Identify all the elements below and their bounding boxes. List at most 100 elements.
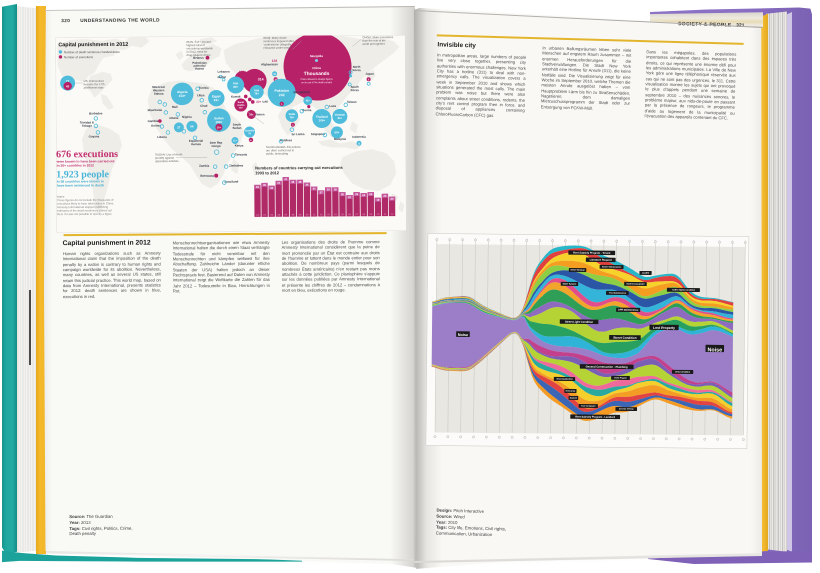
svg-text:Morocco/: Morocco/ xyxy=(152,85,165,89)
svg-text:Taxi Complaint: Taxi Complaint xyxy=(581,404,596,407)
svg-text:25: 25 xyxy=(355,192,359,196)
svg-text:11: 11 xyxy=(384,214,387,216)
svg-text:in 20+ countries in 2012: in 20+ countries in 2012 xyxy=(57,163,94,167)
svg-text:executions worldwide: executions worldwide xyxy=(186,46,213,50)
svg-text:30: 30 xyxy=(273,74,276,76)
svg-text:Guyana: Guyana xyxy=(89,134,100,138)
svg-text:India: India xyxy=(289,112,296,116)
svg-text:94: 94 xyxy=(263,215,266,217)
svg-text:became the 17th: became the 17th xyxy=(84,82,105,86)
svg-text:Zimbabwe: Zimbabwe xyxy=(229,163,244,167)
svg-text:Capital punishment in 2012: Capital punishment in 2012 xyxy=(58,42,128,48)
svg-text:Singapore: Singapore xyxy=(311,132,326,136)
svg-text:Noise: Noise xyxy=(707,347,722,353)
svg-text:134: 134 xyxy=(272,59,278,63)
svg-text:Sri Lanka: Sri Lanka xyxy=(291,132,304,136)
svg-text:41: 41 xyxy=(284,177,288,181)
svg-text:23: 23 xyxy=(383,194,387,198)
svg-text:199+: 199+ xyxy=(215,120,222,124)
svg-text:07: 07 xyxy=(355,214,358,216)
svg-text:02: 02 xyxy=(320,214,323,216)
svg-text:19: 19 xyxy=(376,198,380,202)
svg-text:Water System: Water System xyxy=(563,283,577,286)
svg-text:Rent Subsidy Program - Tenant: Rent Subsidy Program - Tenant xyxy=(573,252,610,255)
svg-text:Amnesty International stopped: Amnesty International stopped publishing xyxy=(57,205,109,209)
svg-text:Botswana: Botswana xyxy=(200,174,214,178)
svg-text:35: 35 xyxy=(263,183,267,187)
svg-text:Dirty Condition: Dirty Condition xyxy=(675,370,691,373)
svg-text:06: 06 xyxy=(348,214,351,216)
svg-text:SUDAN: Use of death: SUDAN: Use of death xyxy=(155,152,183,156)
svg-text:Guinea: Guinea xyxy=(151,124,161,128)
svg-text:Iraq: Iraq xyxy=(254,88,259,92)
svg-text:22: 22 xyxy=(348,195,352,199)
svg-text:20: 20 xyxy=(391,197,395,201)
svg-text:drug-related crimes: drug-related crimes xyxy=(186,53,211,57)
svg-text:Equatorial: Equatorial xyxy=(189,139,203,143)
svg-text:executions likely to have take: executions likely to have taken place in… xyxy=(57,201,114,205)
svg-text:91+: 91+ xyxy=(214,98,219,102)
svg-text:on its use of the death penalt: on its use of the death penalty xyxy=(301,81,333,84)
svg-text:Sewer Maintenance: Sewer Maintenance xyxy=(602,265,622,268)
svg-text:76: 76 xyxy=(248,132,251,135)
svg-text:24: 24 xyxy=(362,193,366,197)
svg-text:These figures do not include t: These figures do not include the thousan… xyxy=(57,198,114,202)
svg-text:in 58 countries were known to: in 58 countries were known to xyxy=(57,179,104,183)
svg-text:China refused to divulge figur: China refused to divulge figures xyxy=(300,78,333,81)
svg-text:there if it was not possible t: there if it was not possible to specify … xyxy=(57,212,112,216)
svg-text:Sudan: Sudan xyxy=(232,126,241,130)
svg-text:authority/: authority/ xyxy=(193,64,206,68)
svg-text:Kuwait: Kuwait xyxy=(231,95,241,99)
svg-text:in 2012, most for: in 2012, most for xyxy=(186,50,207,54)
svg-text:Bangladesh: Bangladesh xyxy=(293,90,310,94)
svg-text:Guinea: Guinea xyxy=(191,142,201,146)
svg-text:Paint Plaster: Paint Plaster xyxy=(614,377,627,380)
svg-text:Mongolia: Mongolia xyxy=(310,54,323,58)
svg-text:Hamas: Hamas xyxy=(195,67,204,71)
svg-text:world put together: world put together xyxy=(362,42,384,46)
svg-text:Malaysia: Malaysia xyxy=(334,137,346,141)
svg-text:38: 38 xyxy=(298,180,302,184)
svg-text:penalty against: penalty against xyxy=(155,156,174,160)
svg-text:98: 98 xyxy=(292,214,295,216)
svg-text:South: South xyxy=(233,123,241,127)
svg-text:Algeria: Algeria xyxy=(177,90,188,94)
svg-text:11+: 11+ xyxy=(233,139,238,142)
svg-text:‘confessions’ allegedly: ‘confessions’ allegedly xyxy=(263,42,291,46)
svg-text:Nigeria: Nigeria xyxy=(182,115,192,119)
svg-text:Swaziland: Swaziland xyxy=(224,180,238,184)
svg-text:Noise: Noise xyxy=(458,333,468,337)
svg-text:Number of death sentences hand: Number of death sentences handed down xyxy=(64,50,120,54)
svg-text:Notes:: Notes: xyxy=(57,195,65,199)
svg-text:Jordan: Jordan xyxy=(217,75,226,79)
svg-text:Traffic Signal Condition: Traffic Signal Condition xyxy=(672,288,696,291)
svg-text:1: 1 xyxy=(292,125,294,127)
svg-text:China: China xyxy=(312,66,321,70)
svg-text:6+: 6+ xyxy=(250,140,253,142)
svg-text:77: 77 xyxy=(66,79,70,83)
svg-text:IRAQ: Many death: IRAQ: Many death xyxy=(263,36,286,40)
svg-text:23+: 23+ xyxy=(256,100,261,104)
svg-text:Thailand: Thailand xyxy=(316,115,328,119)
svg-text:extracted under torture: extracted under torture xyxy=(263,46,292,50)
svg-text:Literature Request: Literature Request xyxy=(590,259,612,262)
svg-text:Nonconst: Nonconst xyxy=(566,390,576,393)
svg-text:676 executions: 676 executions xyxy=(56,149,118,160)
svg-text:45+: 45+ xyxy=(306,99,311,102)
svg-text:Taiwan: Taiwan xyxy=(347,100,357,104)
svg-text:Japan: Japan xyxy=(365,72,374,76)
svg-text:Libya: Libya xyxy=(197,93,205,97)
svg-text:estimates of the death sentenc: estimates of the death sentences carried… xyxy=(57,208,112,212)
svg-text:Trinidad &: Trinidad & xyxy=(80,120,94,124)
svg-text:sentences imposed after: sentences imposed after xyxy=(263,39,294,43)
svg-text:CHINA: More executions: CHINA: More executions xyxy=(362,35,393,39)
svg-text:Rodent Complaint: Rodent Complaint xyxy=(626,283,644,286)
svg-text:Yemen: Yemen xyxy=(255,112,265,116)
svg-text:95: 95 xyxy=(270,215,273,217)
svg-text:78+: 78+ xyxy=(254,92,259,96)
svg-text:DPR Maintenance: DPR Maintenance xyxy=(618,309,639,312)
svg-text:08: 08 xyxy=(363,214,366,216)
svg-text:43: 43 xyxy=(66,84,70,88)
svg-text:Mauritania: Mauritania xyxy=(148,108,163,112)
svg-text:12: 12 xyxy=(391,214,394,216)
